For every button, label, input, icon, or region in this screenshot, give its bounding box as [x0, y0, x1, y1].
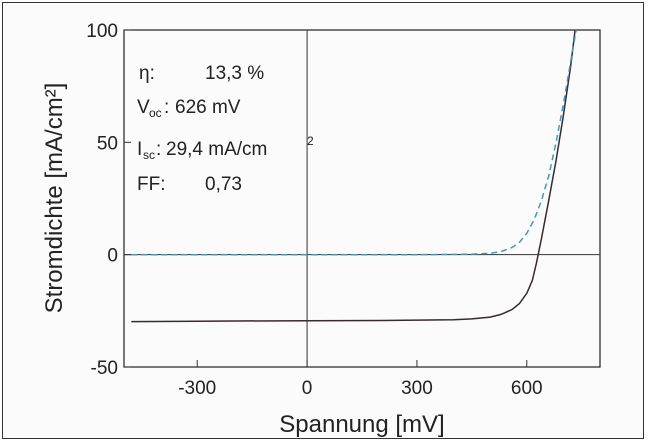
plot-area	[123, 29, 601, 368]
x-tick-label: -300	[178, 378, 216, 399]
voc-separator: :	[164, 97, 169, 118]
isc-label: I	[137, 139, 142, 160]
series-group	[131, 30, 577, 323]
ticks-group: -300 0 300 600 -50 0 50 100	[86, 21, 542, 399]
ff-label: FF:	[137, 174, 166, 195]
x-tick-label: 0	[302, 378, 313, 399]
plot-border	[123, 29, 601, 368]
y-tick-label: -50	[91, 358, 118, 379]
series-line-dashed	[131, 30, 577, 256]
x-axis-title: Spannung [mV]	[279, 411, 444, 438]
y-axis-title: Stromdichte [mA/cm²]	[41, 83, 68, 314]
annotation-block: η: 13,3 % V oc : 626 mV I sc : 29,4 mA/c…	[137, 63, 314, 195]
isc-superscript: 2	[307, 134, 314, 148]
zero-lines	[124, 30, 600, 367]
voc-label: V	[137, 97, 150, 118]
x-tick-label: 600	[511, 378, 543, 399]
isc-separator: :	[156, 139, 161, 160]
series-line-solid	[131, 30, 576, 323]
isc-value: 29,4 mA/cm	[166, 139, 267, 160]
eta-label: η:	[139, 63, 155, 84]
y-tick-label: 0	[107, 246, 118, 267]
y-tick-label: 50	[97, 133, 118, 154]
ff-value: 0,73	[205, 174, 242, 195]
y-tick-label: 100	[86, 21, 118, 42]
eta-value: 13,3 %	[205, 63, 264, 84]
isc-subscript: sc	[143, 148, 155, 162]
voc-subscript: oc	[149, 106, 162, 120]
x-tick-label: 300	[401, 378, 433, 399]
figure-frame	[2, 2, 644, 439]
voc-value: 626 mV	[175, 97, 241, 118]
